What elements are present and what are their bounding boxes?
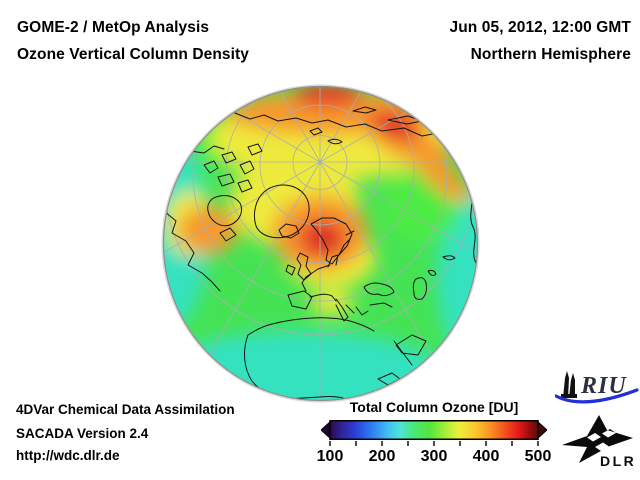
colorbar-title: Total Column Ozone [DU] — [349, 399, 519, 415]
cathedral-icon — [561, 371, 577, 398]
assimilation-caption: 4DVar Chemical Data Assimilation — [16, 402, 235, 417]
ozone-globe-map — [161, 84, 480, 403]
globe-rim-inner — [162, 85, 479, 402]
colorbar-tick-400: 400 — [472, 448, 500, 465]
wdc-url: http://wdc.dlr.de — [16, 448, 120, 463]
dlr-arrow-icon — [562, 415, 633, 463]
product-title: Ozone Vertical Column Density — [17, 46, 250, 63]
dlr-logo: DLR — [562, 415, 636, 469]
colorbar-ticks — [329, 441, 539, 446]
globe-rim — [161, 84, 480, 403]
datetime-label: Jun 05, 2012, 12:00 GMT — [449, 19, 631, 36]
colorbar-tick-500: 500 — [524, 448, 552, 465]
colorbar-gradient — [321, 420, 547, 446]
river-swoosh-icon — [555, 388, 639, 404]
instrument-title: GOME-2 / MetOp Analysis — [17, 19, 210, 36]
colorbar-tick-300: 300 — [420, 448, 448, 465]
colorbar-tick-100: 100 — [316, 448, 344, 465]
riu-logo: RIU — [555, 371, 639, 404]
dlr-wordmark: DLR — [600, 453, 636, 469]
coastlines — [163, 106, 477, 401]
colorbar-legend: Total Column Ozone [DU] — [317, 399, 552, 469]
version-caption: SACADA Version 2.4 — [16, 426, 149, 441]
hemisphere-label: Northern Hemisphere — [470, 46, 631, 63]
colorbar-tick-200: 200 — [368, 448, 396, 465]
